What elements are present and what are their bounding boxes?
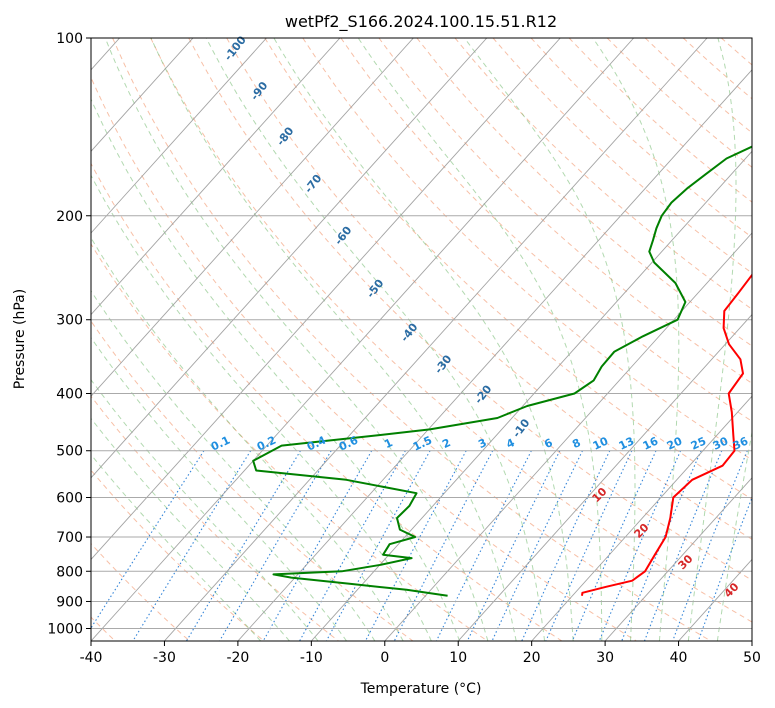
- x-tick-label: -10: [300, 650, 323, 666]
- dry-adiabat-line: [91, 469, 265, 641]
- mixing-ratio-line: [672, 450, 748, 641]
- mixing-ratio-line: [643, 450, 723, 641]
- mixing-ratio-line: [262, 450, 373, 641]
- y-tick-label: 500: [56, 444, 83, 460]
- isotherm-line: [91, 38, 488, 479]
- moist-adiabat-line: [91, 290, 376, 641]
- y-tick-label: 100: [56, 31, 83, 47]
- moist-adiabat-line: [104, 38, 489, 641]
- moist-adiabat-line: [273, 38, 574, 641]
- y-tick-label: 600: [56, 490, 83, 506]
- dry-adiabat-line: [264, 38, 752, 500]
- moist-adiabat-line: [91, 236, 404, 641]
- x-tick-label: -20: [226, 650, 249, 666]
- isotherm-line: [91, 38, 341, 316]
- x-tick-label: 0: [380, 650, 389, 666]
- dry-adiabat-line: [112, 38, 712, 641]
- mixing-ratio-label: 36: [731, 434, 751, 452]
- dry-adiabat-line: [91, 243, 488, 641]
- mixing-ratio-line: [325, 450, 431, 641]
- moist-adiabat-line: [464, 38, 636, 641]
- mixing-ratio-label: 25: [689, 434, 708, 452]
- mixing-ratio-label: 30: [711, 434, 731, 452]
- x-tick-label: -30: [153, 650, 176, 666]
- dewpoint-profile-line: [252, 145, 752, 597]
- isotherm-line: [604, 477, 752, 641]
- mixing-ratio-label: 13: [617, 434, 636, 452]
- moist-adiabat-line: [91, 174, 432, 641]
- mixing-ratio-line: [132, 450, 252, 641]
- moist-adiabat-line: [91, 379, 319, 641]
- moist-adiabat-line: [687, 38, 737, 641]
- plot-frame: [90, 37, 753, 642]
- x-tick-label: 40: [670, 650, 688, 666]
- mixing-ratio-label: 20: [665, 434, 685, 452]
- y-tick-label: 200: [56, 209, 83, 225]
- mixing-ratio-line: [365, 450, 467, 641]
- isotherm-line: [237, 69, 752, 641]
- moist-adiabat-line: [91, 98, 461, 641]
- moist-adiabat-line: [592, 38, 680, 641]
- mixing-ratio-line: [466, 450, 561, 641]
- x-tick-label: 50: [743, 650, 761, 666]
- y-axis-ticks: 100 200 300 400 500 600 700 800 900 1000: [47, 31, 91, 637]
- isotherm-line: [457, 313, 752, 641]
- mixing-ratio-line: [697, 496, 752, 641]
- mixing-ratio-line: [621, 450, 702, 641]
- moist-adiabat-line: [91, 453, 262, 641]
- dry-adiabat-line: [454, 38, 752, 310]
- temperature-profile-line: [581, 273, 752, 596]
- isotherm-line: [91, 38, 635, 641]
- mixing-ratio-line: [521, 450, 611, 641]
- data-series: [252, 145, 752, 597]
- y-tick-label: 900: [56, 594, 83, 610]
- moist-adiabat-line: [91, 417, 290, 641]
- mixing-ratio-line: [299, 450, 406, 641]
- isotherm-line: [164, 38, 708, 641]
- mixing-ratio-line: [435, 450, 532, 641]
- y-tick-label: 700: [56, 530, 83, 546]
- isotherm-line: [91, 38, 561, 561]
- y-tick-label: 300: [56, 313, 83, 329]
- isotherm-line: [531, 395, 752, 641]
- isotherm-line: [91, 38, 194, 153]
- x-tick-label: -40: [80, 650, 103, 666]
- dry-adiabat-line: [91, 162, 563, 641]
- y-axis-label: Pressure (hPa): [12, 289, 28, 389]
- x-tick-label: 20: [523, 650, 541, 666]
- y-tick-label: 400: [56, 387, 83, 403]
- mixing-ratio-label: 16: [641, 434, 661, 452]
- x-tick-label: 10: [449, 650, 467, 666]
- dry-adiabat-line: [91, 395, 339, 641]
- chart-title: wetPf2_S166.2024.100.15.51.R12: [285, 12, 557, 32]
- x-axis-ticks: -40 -30 -20 -10 0 10 20 30 40 50: [80, 641, 761, 666]
- y-tick-label: 1000: [47, 621, 83, 637]
- isotherm-line: [91, 38, 267, 234]
- x-axis-label: Temperature (°C): [360, 681, 482, 697]
- x-tick-label: 30: [596, 650, 614, 666]
- moist-adiabat-line: [357, 38, 603, 641]
- isotherm-line: [91, 38, 414, 397]
- y-tick-label: 800: [56, 564, 83, 580]
- background-lines: [91, 38, 752, 641]
- isotherm-line: [384, 232, 752, 641]
- dry-adiabat-line: [188, 38, 752, 581]
- mixing-ratio-label: 10: [591, 434, 611, 452]
- moist-adiabat-line: [716, 429, 752, 641]
- dry-adiabat-line: [91, 76, 637, 641]
- moist-adiabat-line: [150, 38, 517, 641]
